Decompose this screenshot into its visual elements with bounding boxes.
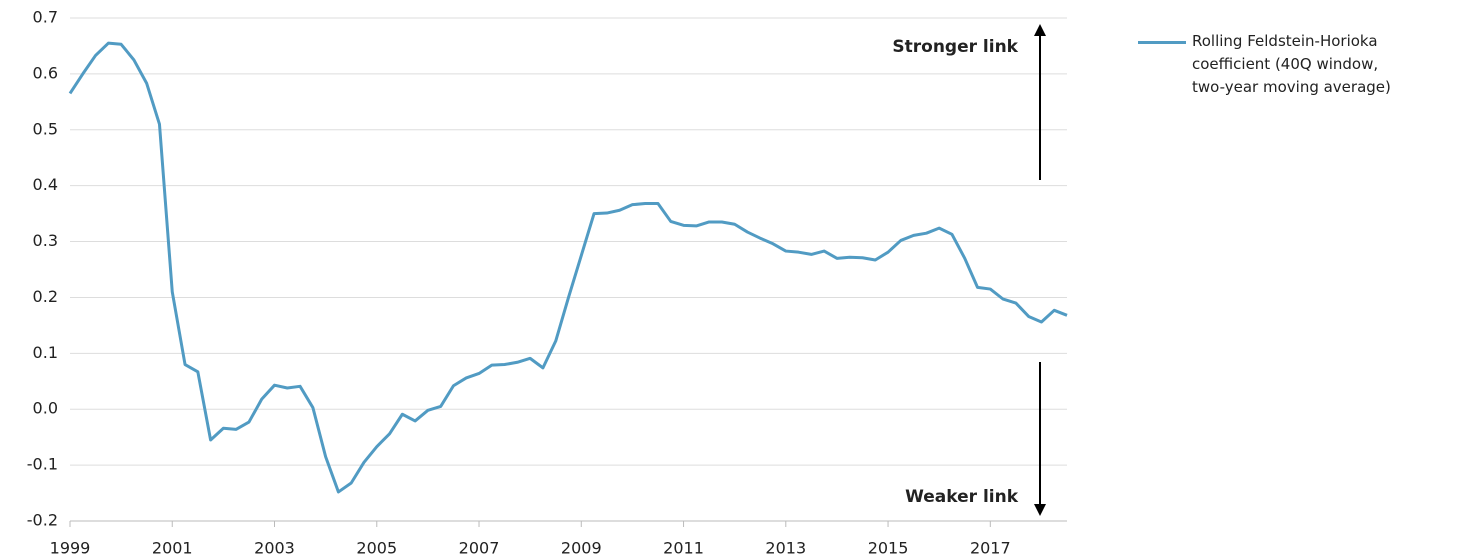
y-tick-label: -0.1: [27, 455, 58, 474]
y-tick-label: 0.4: [33, 175, 58, 194]
y-tick-label: 0.6: [33, 63, 58, 82]
line-series: [68, 41, 1068, 494]
y-tick-label: 0.3: [33, 231, 58, 250]
x-tick-label: 1999: [50, 539, 91, 558]
annotation: Weaker link: [905, 487, 1019, 507]
y-tick-label: -0.2: [27, 511, 58, 530]
x-tick-label: 2005: [356, 539, 397, 558]
x-tick-label: 2001: [152, 539, 193, 558]
y-tick-label: 0.2: [33, 287, 58, 306]
y-tick-label: 0.1: [33, 343, 58, 362]
y-tick-label: 0.5: [33, 119, 58, 138]
x-tick-label: 2009: [561, 539, 602, 558]
x-tick-label: 2017: [970, 539, 1011, 558]
y-tick-label: 0.7: [33, 8, 58, 27]
x-tick-label: 2007: [459, 539, 500, 558]
legend: Rolling Feldstein-Horioka coefficient (4…: [1138, 30, 1438, 99]
x-tick-label: 2013: [765, 539, 806, 558]
x-tick-label: 2003: [254, 539, 295, 558]
legend-swatch: [1138, 41, 1186, 44]
legend-label: Rolling Feldstein-Horioka coefficient (4…: [1192, 32, 1391, 96]
x-tick-label: 2011: [663, 539, 704, 558]
x-tick-label: 2015: [868, 539, 909, 558]
annotation: Stronger link: [892, 37, 1018, 57]
y-tick-label: 0.0: [33, 399, 58, 418]
